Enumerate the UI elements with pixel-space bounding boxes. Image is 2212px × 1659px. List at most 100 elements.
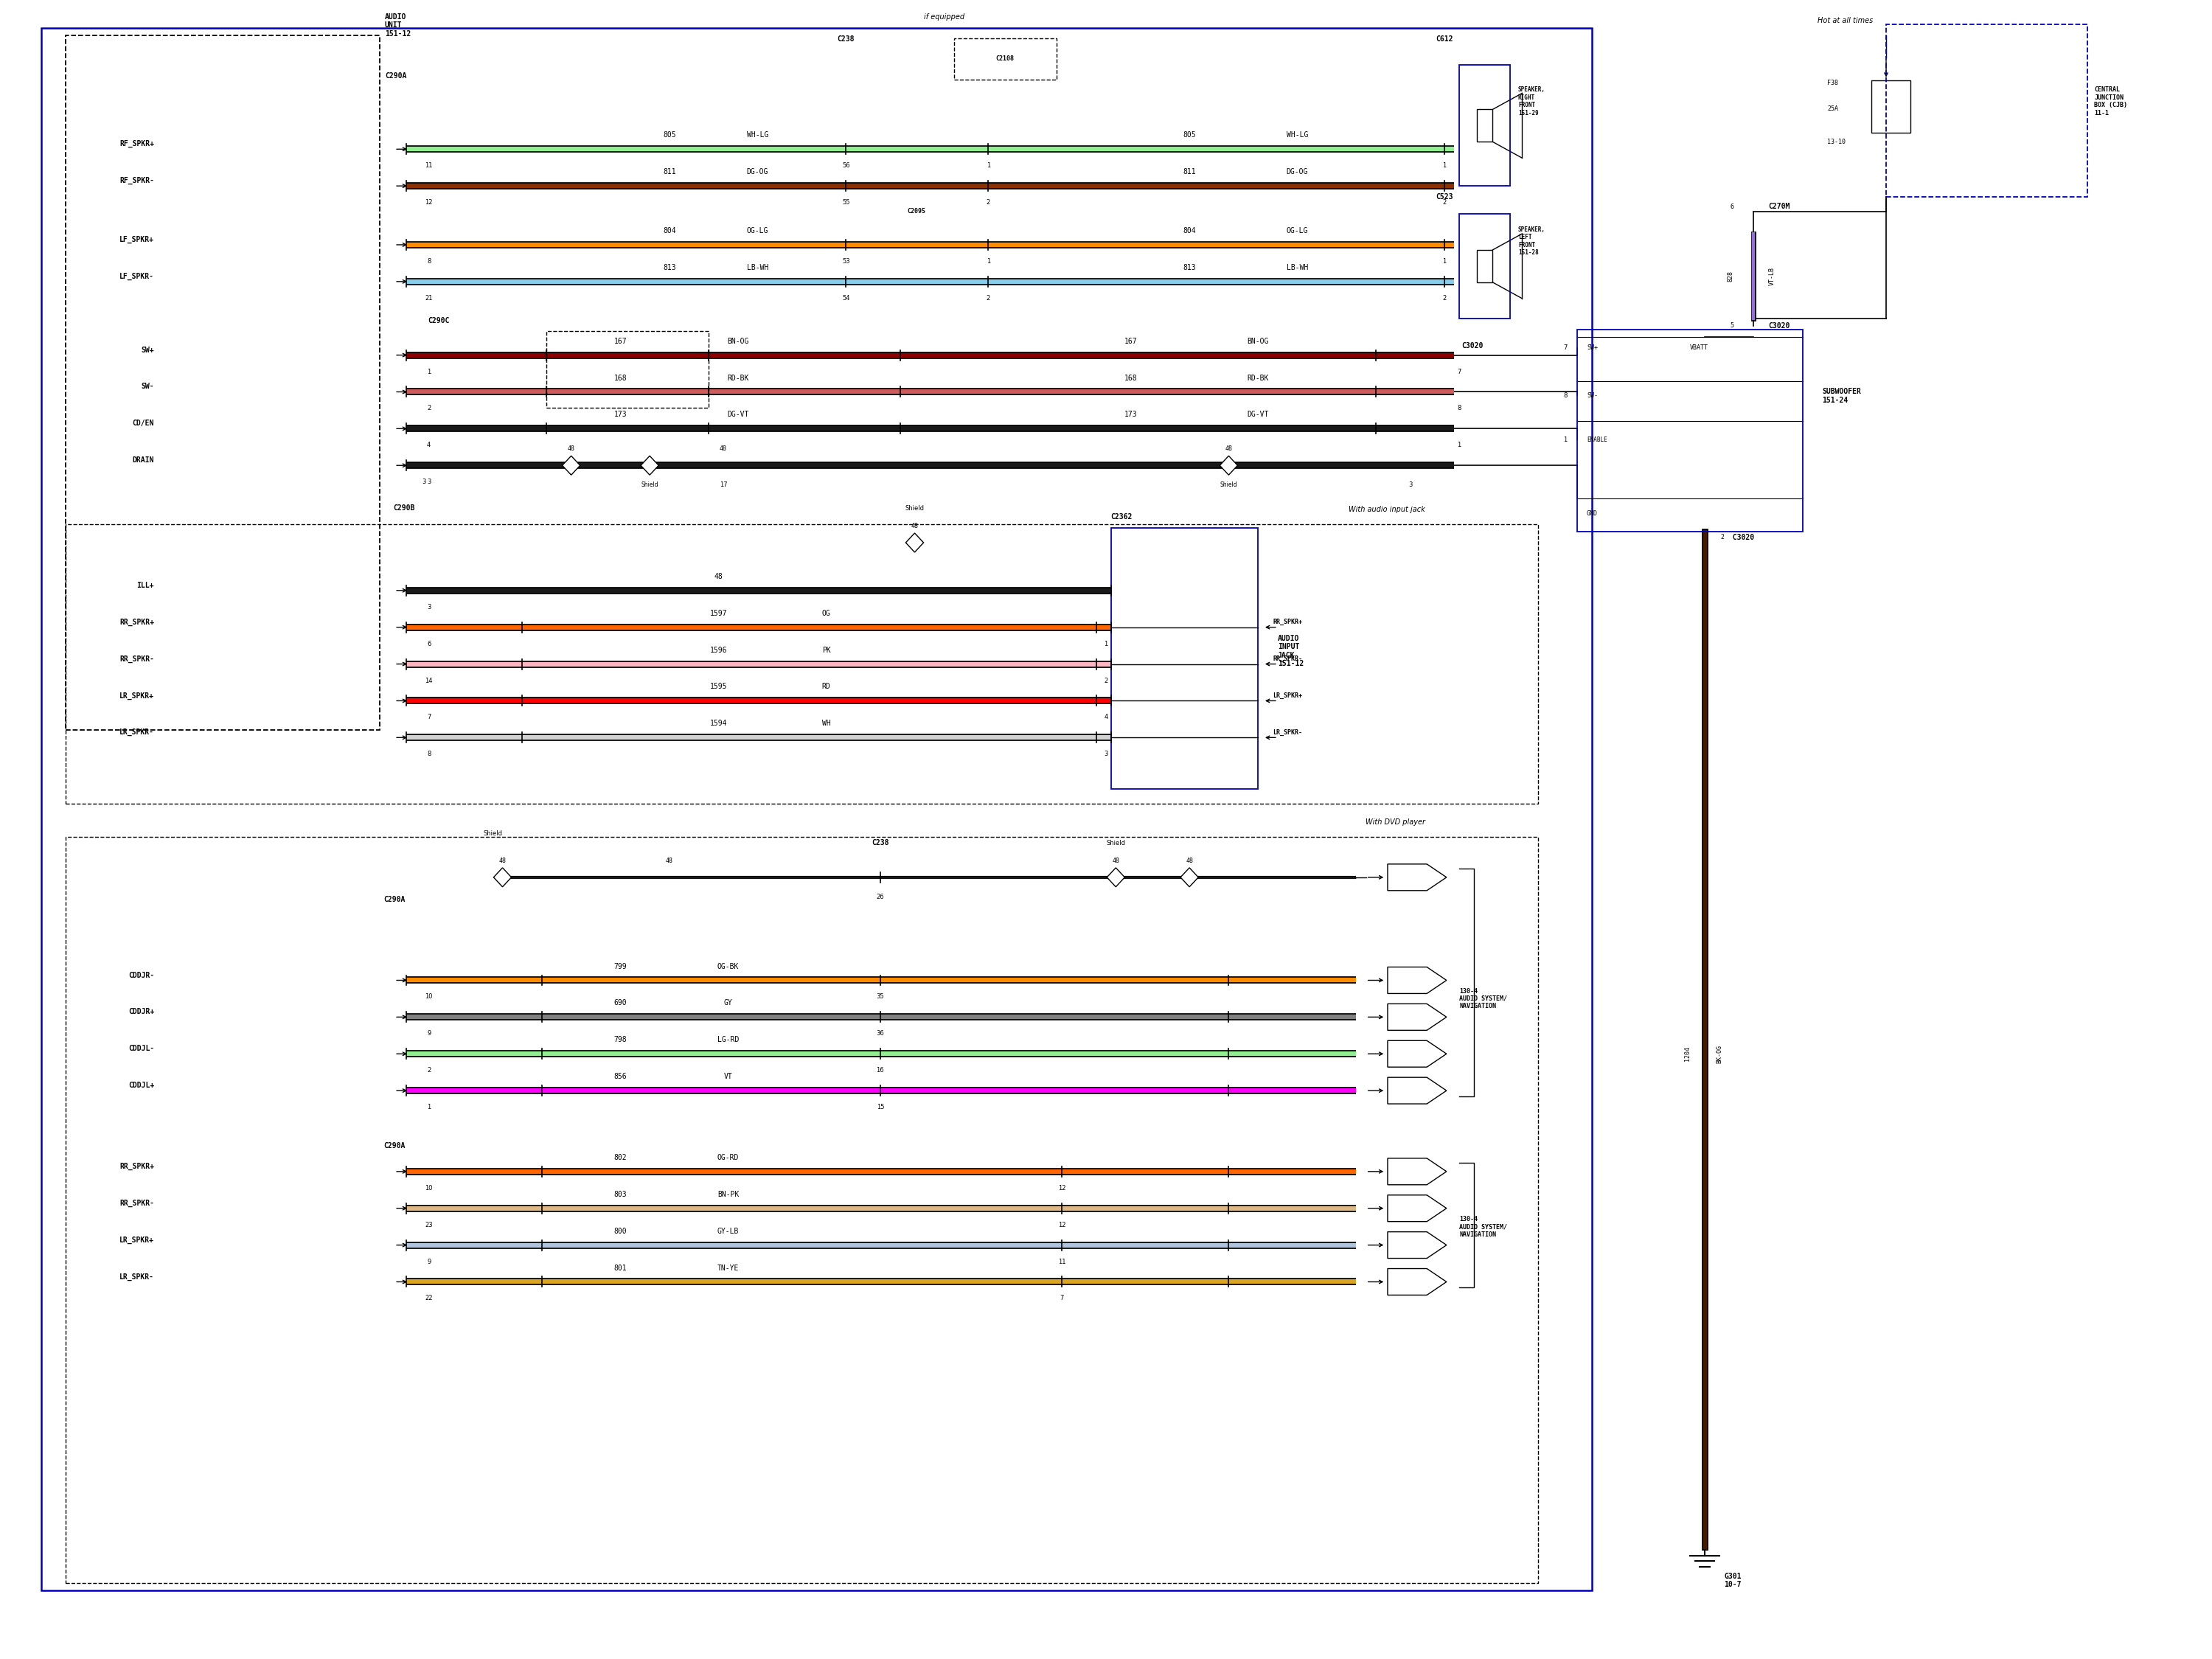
Text: 14: 14 — [425, 677, 434, 684]
Text: SW+: SW+ — [142, 347, 155, 353]
Text: 804: 804 — [664, 227, 677, 234]
Text: 2: 2 — [1721, 534, 1723, 541]
Text: 15: 15 — [876, 1103, 885, 1110]
Text: 3: 3 — [422, 479, 427, 486]
Text: C238: C238 — [872, 839, 889, 846]
Bar — [1460, 65, 1511, 186]
Text: 13-10: 13-10 — [1827, 138, 1845, 144]
Text: 1: 1 — [987, 259, 991, 265]
Text: F: F — [1405, 1279, 1409, 1286]
Text: 2: 2 — [987, 295, 991, 302]
Text: LG-RD: LG-RD — [717, 1037, 739, 1044]
Text: RD-BK: RD-BK — [728, 375, 750, 382]
Bar — [66, 35, 380, 730]
Text: 1: 1 — [427, 368, 431, 375]
Text: WH-LG: WH-LG — [1287, 131, 1307, 139]
Text: SUBWOOFER
151-24: SUBWOOFER 151-24 — [1823, 388, 1860, 405]
Text: 1: 1 — [1442, 259, 1447, 265]
Text: 25A: 25A — [1827, 106, 1838, 113]
Text: TN-YE: TN-YE — [717, 1264, 739, 1271]
Text: 1594: 1594 — [710, 720, 728, 727]
Text: ENABLE: ENABLE — [1586, 436, 1608, 443]
Polygon shape — [1387, 1077, 1447, 1103]
Text: 11: 11 — [425, 163, 434, 169]
Bar — [1577, 330, 1803, 531]
Text: C290C: C290C — [427, 317, 449, 324]
Text: 10: 10 — [425, 994, 434, 1000]
Text: 8: 8 — [1458, 405, 1462, 411]
Text: 2: 2 — [1442, 199, 1447, 206]
Text: C290A: C290A — [383, 896, 405, 902]
Polygon shape — [1106, 868, 1124, 888]
Text: 6: 6 — [427, 640, 431, 647]
Text: RR_SPKR-: RR_SPKR- — [119, 1199, 155, 1206]
Text: 3: 3 — [427, 604, 431, 611]
Text: 2: 2 — [427, 1067, 431, 1073]
Polygon shape — [905, 533, 925, 552]
Text: G301
10-7: G301 10-7 — [1723, 1573, 1741, 1588]
Text: 4: 4 — [427, 441, 431, 448]
Text: 48: 48 — [719, 446, 728, 453]
Text: C3020: C3020 — [1767, 322, 1790, 330]
Text: DG-VT: DG-VT — [728, 411, 750, 418]
Text: 2: 2 — [1104, 677, 1108, 684]
Text: 35: 35 — [876, 994, 885, 1000]
Bar — [953, 38, 1057, 80]
Text: 1204: 1204 — [1683, 1047, 1690, 1062]
Text: VT-LB: VT-LB — [1767, 267, 1774, 285]
Text: Hot at all times: Hot at all times — [1818, 17, 1874, 25]
Text: 8: 8 — [1564, 392, 1568, 398]
Text: 167: 167 — [1124, 337, 1137, 345]
Text: LR_SPKR+: LR_SPKR+ — [1272, 692, 1303, 698]
Text: 7: 7 — [1458, 368, 1462, 375]
Text: LR_SPKR-: LR_SPKR- — [119, 728, 155, 737]
Text: 803: 803 — [613, 1191, 626, 1198]
Text: 1: 1 — [1104, 640, 1108, 647]
Text: LF_SPKR+: LF_SPKR+ — [119, 236, 155, 244]
Text: 2: 2 — [1442, 295, 1447, 302]
Text: 2: 2 — [427, 405, 431, 411]
Text: VBATT: VBATT — [1690, 345, 1708, 352]
Text: SPEAKER,
RIGHT
FRONT
151-29: SPEAKER, RIGHT FRONT 151-29 — [1517, 86, 1546, 116]
Text: 811: 811 — [664, 168, 677, 176]
Text: 6: 6 — [1730, 202, 1734, 209]
Text: 804: 804 — [1183, 227, 1197, 234]
Text: DRAIN: DRAIN — [133, 456, 155, 465]
Text: 17: 17 — [719, 481, 728, 488]
Text: 36: 36 — [876, 1030, 885, 1037]
Text: 26: 26 — [876, 894, 885, 901]
Text: 1597: 1597 — [710, 609, 728, 617]
Text: 856: 856 — [613, 1073, 626, 1080]
Text: 21: 21 — [425, 295, 434, 302]
Text: CDDJL-: CDDJL- — [128, 1045, 155, 1052]
Text: 1595: 1595 — [710, 684, 728, 690]
Text: D: D — [1405, 1204, 1409, 1211]
Text: LB-WH: LB-WH — [1287, 264, 1307, 270]
Text: 3: 3 — [427, 479, 431, 486]
Bar — [1478, 251, 1493, 282]
Text: Shield: Shield — [641, 481, 659, 488]
Text: RF_SPKR+: RF_SPKR+ — [119, 141, 155, 148]
Text: 48: 48 — [666, 858, 672, 864]
Text: LR_SPKR+: LR_SPKR+ — [119, 1236, 155, 1244]
Text: GY-LB: GY-LB — [717, 1228, 739, 1234]
Text: 48: 48 — [568, 446, 575, 453]
Text: OG: OG — [823, 609, 832, 617]
Text: C238: C238 — [838, 35, 854, 43]
Text: 130-4
AUDIO SYSTEM/
NAVIGATION: 130-4 AUDIO SYSTEM/ NAVIGATION — [1460, 1216, 1506, 1238]
Bar — [1871, 80, 1911, 133]
Polygon shape — [1219, 456, 1237, 474]
Text: CDDJR-: CDDJR- — [128, 972, 155, 979]
Bar — [42, 28, 1593, 1591]
Text: AUDIO
INPUT
JACK
151-12: AUDIO INPUT JACK 151-12 — [1279, 635, 1303, 667]
Text: 828: 828 — [1728, 270, 1734, 282]
Bar — [1460, 214, 1511, 319]
Text: WH: WH — [823, 720, 832, 727]
Text: With audio input jack: With audio input jack — [1349, 506, 1425, 513]
Text: 10: 10 — [425, 1185, 434, 1191]
Text: 5: 5 — [1730, 322, 1734, 328]
Text: 802: 802 — [613, 1155, 626, 1161]
Text: 168: 168 — [613, 375, 626, 382]
Text: LF_SPKR-: LF_SPKR- — [119, 272, 155, 280]
Text: 16: 16 — [876, 1067, 885, 1073]
